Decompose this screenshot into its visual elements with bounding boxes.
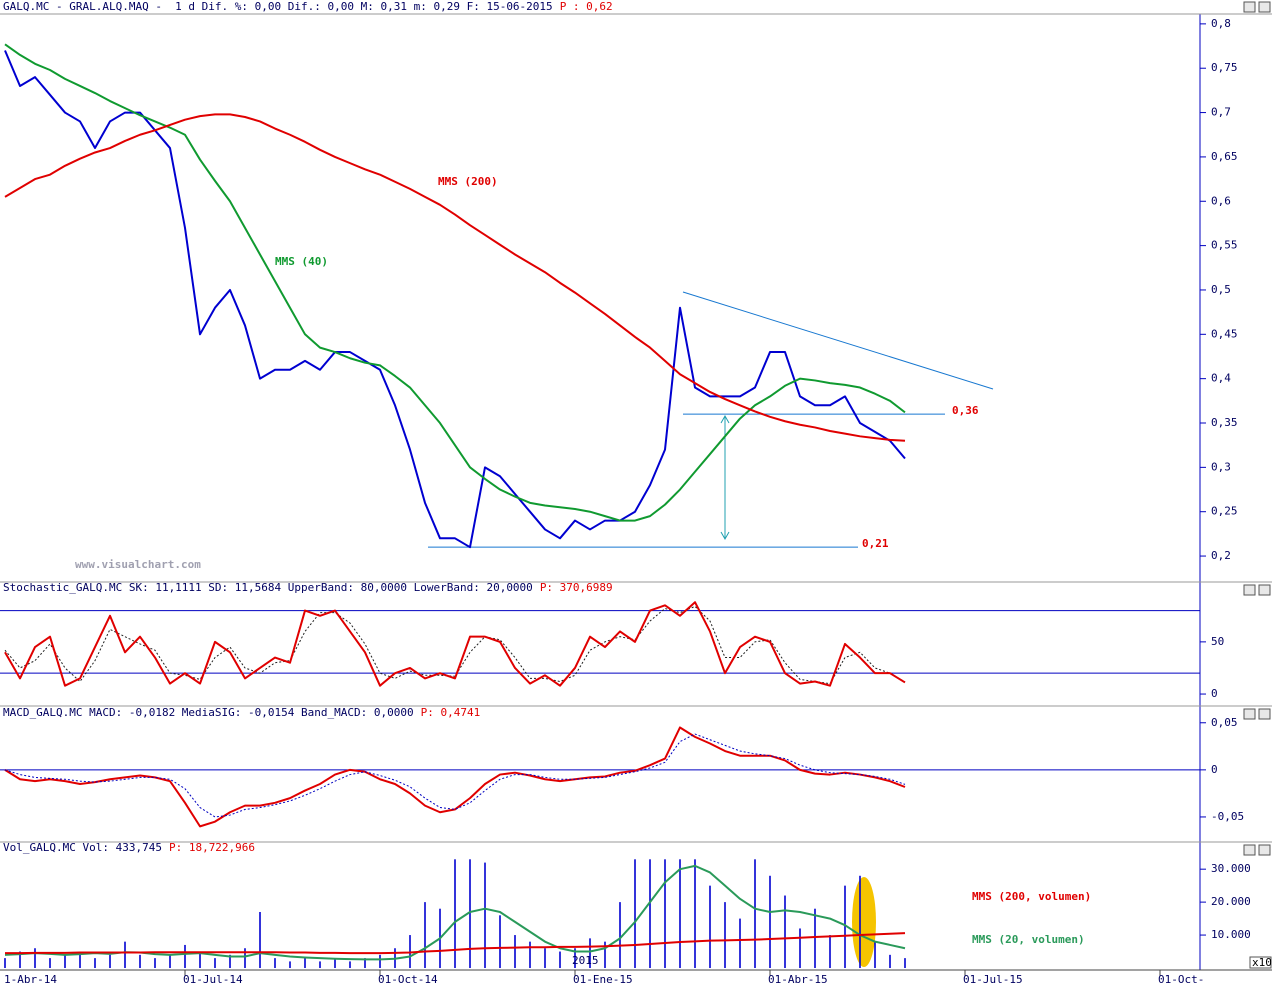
y-tick-label: 0,75 [1211, 61, 1238, 74]
series-label: MMS (20, volumen) [972, 933, 1085, 946]
panel-header: Stochastic_GALQ.MC SK: 11,1111 SD: 11,56… [3, 581, 533, 594]
y-tick-label: 0,05 [1211, 716, 1238, 729]
y-tick-label: 0,5 [1211, 283, 1231, 296]
series-line [5, 932, 906, 955]
x-tick-label: 01-Jul-15 [963, 973, 1023, 986]
series-line [4, 601, 906, 687]
x-tick-label: 1-Abr-14 [4, 973, 57, 986]
panel-header: MACD_GALQ.MC MACD: -0,0182 MediaSIG: -0,… [3, 706, 414, 719]
y-tick-label: 0,6 [1211, 194, 1231, 207]
series-line [4, 864, 906, 961]
year-label: 2015 [572, 954, 599, 967]
x-tick-label: 01-Ene-15 [573, 973, 633, 986]
x-tick-label: 01-Jul-14 [183, 973, 243, 986]
close-button[interactable] [1258, 1, 1271, 13]
x-tick-label: 01-Oct-14 [378, 973, 438, 986]
panel-p-value: P: 370,6989 [540, 581, 613, 594]
y-tick-label: 0,55 [1211, 239, 1238, 252]
arrow-heads [720, 414, 730, 541]
close-button[interactable] [1258, 708, 1271, 720]
y-tick-label: 20.000 [1211, 895, 1251, 908]
minimize-button[interactable] [1243, 844, 1256, 856]
series-label: MMS (200, volumen) [972, 890, 1091, 903]
y-tick-label: -0,05 [1211, 810, 1244, 823]
series-line [4, 113, 906, 442]
x-tick-label: 01-Abr-15 [768, 973, 828, 986]
minimize-button[interactable] [1243, 1, 1256, 13]
panel-p-value: P: 0,4741 [421, 706, 481, 719]
series-label: MMS (200) [438, 175, 498, 188]
x-tick-label: 01-Oct- [1158, 973, 1204, 986]
y-tick-label: 0,3 [1211, 460, 1231, 473]
y-tick-label: 0,8 [1211, 17, 1231, 30]
series-line [4, 43, 906, 522]
minimize-button[interactable] [1243, 584, 1256, 596]
y-tick-label: 0,7 [1211, 106, 1231, 119]
series-label: MMS (40) [275, 255, 328, 268]
close-button[interactable] [1258, 844, 1271, 856]
minimize-button[interactable] [1243, 708, 1256, 720]
y-tick-label: 0,4 [1211, 372, 1231, 385]
y-tick-label: 0 [1211, 687, 1218, 700]
y-tick-label: 0,45 [1211, 327, 1238, 340]
panel-p-value: P : 0,62 [560, 0, 613, 13]
panel-header: GALQ.MC - GRAL.ALQ.MAQ - 1 d Dif. %: 0,0… [3, 0, 553, 13]
y-tick-label: 0,25 [1211, 505, 1238, 518]
close-button[interactable] [1258, 584, 1271, 596]
highlight [852, 877, 876, 967]
y-tick-label: 10.000 [1211, 928, 1251, 941]
y-tick-label: 0,35 [1211, 416, 1238, 429]
series-line [4, 726, 906, 828]
y-tick-label: 30.000 [1211, 862, 1251, 875]
y-tick-label: 0,2 [1211, 549, 1231, 562]
level-label: 0,21 [862, 537, 889, 550]
panel-header: Vol_GALQ.MC Vol: 433,745 [3, 841, 162, 854]
scale-label: x100 [1252, 956, 1272, 969]
trend-line [682, 291, 994, 390]
y-tick-label: 50 [1211, 635, 1224, 648]
panel-p-value: P: 18,722,966 [169, 841, 255, 854]
watermark: www.visualchart.com [75, 558, 201, 571]
y-tick-label: 0 [1211, 763, 1218, 776]
y-tick-label: 0,65 [1211, 150, 1238, 163]
level-label: 0,36 [952, 404, 979, 417]
scale-box [1249, 956, 1272, 969]
